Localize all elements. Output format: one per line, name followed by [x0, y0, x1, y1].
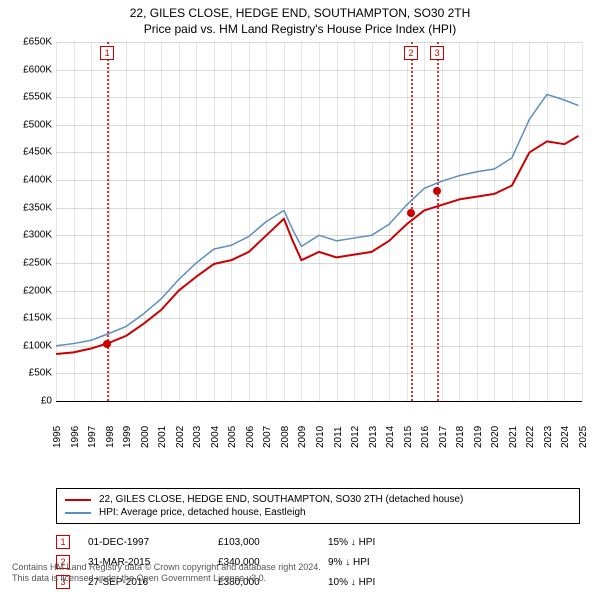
x-tick-label: 1995 — [52, 426, 63, 448]
y-tick-label: £650K — [8, 37, 52, 48]
x-tick-label: 1997 — [87, 426, 98, 448]
x-tick-label: 1998 — [105, 426, 116, 448]
y-tick-label: £250K — [8, 257, 52, 268]
y-tick-label: £100K — [8, 340, 52, 351]
event-price: £103,000 — [218, 537, 328, 548]
x-tick-label: 1996 — [70, 426, 81, 448]
legend-label: 22, GILES CLOSE, HEDGE END, SOUTHAMPTON,… — [99, 494, 463, 505]
event-delta-vs-hpi: 15% ↓ HPI — [328, 537, 438, 548]
x-tick-label: 2022 — [525, 426, 536, 448]
x-tick-label: 2017 — [438, 426, 449, 448]
x-tick-label: 2004 — [210, 426, 221, 448]
plot-region: £0£50K£100K£150K£200K£250K£300K£350K£400… — [56, 42, 582, 402]
title-main: 22, GILES CLOSE, HEDGE END, SOUTHAMPTON,… — [0, 6, 600, 20]
x-tick-label: 2011 — [333, 426, 344, 448]
x-tick-label: 2012 — [350, 426, 361, 448]
x-tick-label: 2009 — [297, 426, 308, 448]
title-sub: Price paid vs. HM Land Registry's House … — [0, 22, 600, 36]
y-tick-label: £300K — [8, 230, 52, 241]
x-tick-label: 1999 — [122, 426, 133, 448]
x-tick-label: 2000 — [140, 426, 151, 448]
x-tick-label: 2015 — [403, 426, 414, 448]
legend-swatch — [65, 499, 91, 501]
x-tick-label: 2013 — [368, 426, 379, 448]
series-line-hpi — [56, 94, 578, 345]
x-tick-label: 2010 — [315, 426, 326, 448]
x-tick-label: 2018 — [455, 426, 466, 448]
y-tick-label: £0 — [8, 396, 52, 407]
x-tick-label: 2019 — [473, 426, 484, 448]
line-series-svg — [56, 42, 582, 401]
y-tick-label: £50K — [8, 368, 52, 379]
event-marker-icon: 1 — [56, 535, 70, 549]
x-tick-label: 2024 — [560, 426, 571, 448]
chart-titles: 22, GILES CLOSE, HEDGE END, SOUTHAMPTON,… — [0, 0, 600, 36]
x-tick-label: 2014 — [385, 426, 396, 448]
y-tick-label: £150K — [8, 313, 52, 324]
x-tick-label: 2002 — [175, 426, 186, 448]
legend-item: 22, GILES CLOSE, HEDGE END, SOUTHAMPTON,… — [65, 493, 571, 506]
x-axis-labels: 1995199619971998199920002001200220032004… — [56, 402, 582, 442]
legend-item: HPI: Average price, detached house, East… — [65, 506, 571, 519]
y-tick-label: £550K — [8, 92, 52, 103]
x-tick-label: 2023 — [543, 426, 554, 448]
attribution-footer: Contains HM Land Registry data © Crown c… — [12, 562, 588, 585]
legend-box: 22, GILES CLOSE, HEDGE END, SOUTHAMPTON,… — [56, 488, 580, 524]
x-tick-label: 2005 — [227, 426, 238, 448]
y-tick-label: £600K — [8, 64, 52, 75]
event-date: 01-DEC-1997 — [88, 537, 218, 548]
x-tick-label: 2003 — [192, 426, 203, 448]
chart-area: £0£50K£100K£150K£200K£250K£300K£350K£400… — [12, 42, 588, 442]
y-tick-label: £500K — [8, 119, 52, 130]
x-tick-label: 2001 — [157, 426, 168, 448]
legend-swatch — [65, 512, 91, 514]
x-gridline — [582, 42, 583, 401]
y-tick-label: £400K — [8, 175, 52, 186]
x-tick-label: 2025 — [578, 426, 589, 448]
y-tick-label: £450K — [8, 147, 52, 158]
x-tick-label: 2007 — [262, 426, 273, 448]
y-tick-label: £200K — [8, 285, 52, 296]
x-tick-label: 2020 — [490, 426, 501, 448]
x-tick-label: 2016 — [420, 426, 431, 448]
legend-label: HPI: Average price, detached house, East… — [99, 507, 306, 518]
x-tick-label: 2008 — [280, 426, 291, 448]
x-tick-label: 2021 — [508, 426, 519, 448]
footer-line-1: Contains HM Land Registry data © Crown c… — [12, 562, 588, 573]
event-row: 1 01-DEC-1997£103,00015% ↓ HPI — [56, 532, 580, 552]
x-tick-label: 2006 — [245, 426, 256, 448]
y-tick-label: £350K — [8, 202, 52, 213]
footer-line-2: This data is licensed under the Open Gov… — [12, 573, 588, 584]
